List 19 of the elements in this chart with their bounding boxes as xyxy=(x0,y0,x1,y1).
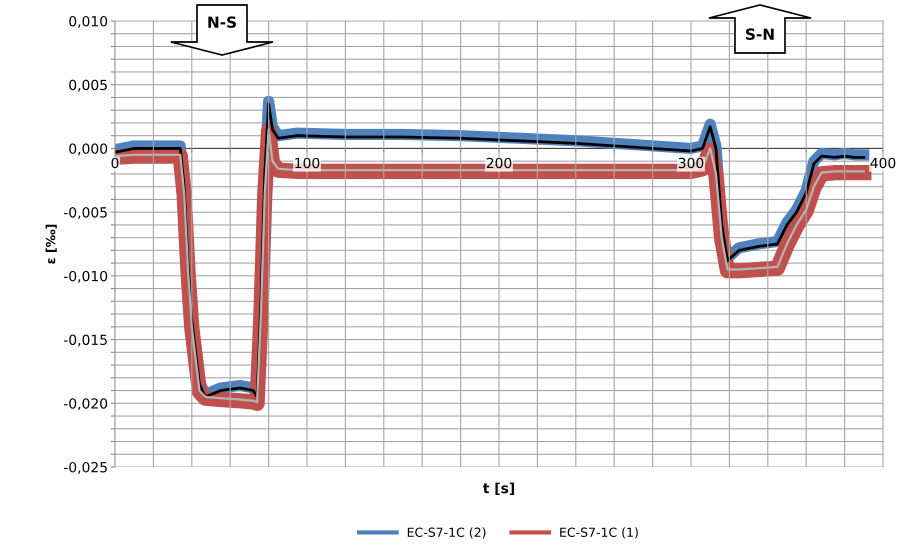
y-tick-label: -0,015 xyxy=(64,334,107,346)
x-tick-label: 400 xyxy=(870,158,896,168)
annotation: N-S xyxy=(208,16,236,28)
y-tick-label: 0,000 xyxy=(69,143,108,156)
y-tick-label: -0,025 xyxy=(64,462,107,474)
annotation: S-N xyxy=(746,28,774,40)
legend-label: EC-S7-1C (1) xyxy=(560,527,638,538)
x-tick-label: 300 xyxy=(678,158,704,168)
y-tick-label: -0,020 xyxy=(64,398,108,410)
x-axis-title: t [s] xyxy=(482,482,514,495)
x-tick-label: 100 xyxy=(295,158,320,168)
y-tick-label: -0,005 xyxy=(64,207,107,220)
y-tick-label: 0,005 xyxy=(69,80,107,92)
legend-label: EC-S7-1C (2) xyxy=(408,527,486,538)
y-tick-label: -0,010 xyxy=(64,270,108,283)
x-tick-label: 200 xyxy=(486,158,512,168)
x-tick-label: 0 xyxy=(111,158,118,168)
y-axis-title: ε [‰] xyxy=(46,224,57,264)
y-tick-label: 0,010 xyxy=(69,16,108,28)
